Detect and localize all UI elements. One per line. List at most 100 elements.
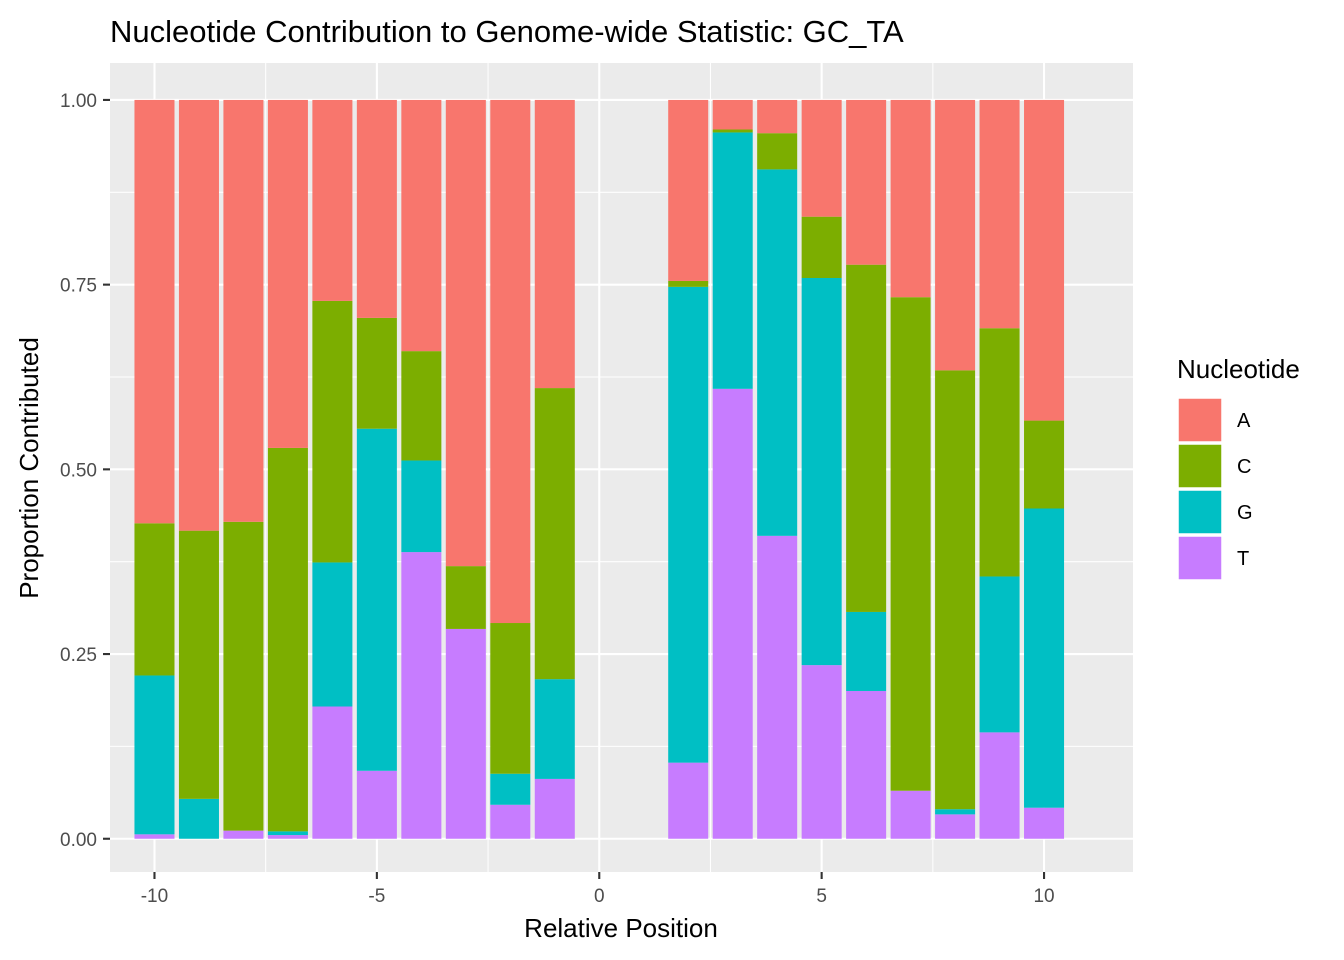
bar-segment-T-pos-10 <box>1024 807 1065 839</box>
x-axis-label: Relative Position <box>524 913 718 943</box>
bar-segment-A-pos-3 <box>712 99 753 130</box>
bar-segment-A-pos-2 <box>668 99 709 281</box>
bar-segment-C-pos--4 <box>401 351 442 461</box>
y-tick-label: 1.00 <box>60 91 97 112</box>
bar-segment-T-pos-4 <box>757 535 798 839</box>
chart-title: Nucleotide Contribution to Genome-wide S… <box>110 14 904 49</box>
bar-segment-C-pos--3 <box>445 566 486 629</box>
bar-segment-G-pos-9 <box>979 576 1020 733</box>
bar-segment-C-pos--7 <box>267 447 308 832</box>
bar-segment-T-pos-8 <box>935 814 976 839</box>
bar-segment-T-pos--1 <box>534 778 575 839</box>
bar-segment-C-pos--10 <box>134 523 175 676</box>
bar-segment-A-pos--4 <box>401 99 442 352</box>
bar-segment-C-pos--8 <box>223 521 264 831</box>
bar-segment-A-pos-6 <box>846 99 887 265</box>
bar-segment-T-pos-3 <box>712 388 753 839</box>
bar-segment-A-pos--6 <box>312 99 353 301</box>
bar-segment-A-pos-8 <box>935 99 976 371</box>
legend-key-C <box>1177 443 1223 489</box>
bar-segment-T-pos--3 <box>445 628 486 839</box>
bar-segment-T-pos--10 <box>134 834 175 839</box>
bar-segment-C-pos-4 <box>757 133 798 170</box>
bar-segment-G-pos--9 <box>178 798 219 839</box>
x-axis: -10 -5 0 5 10 <box>141 872 1055 907</box>
bar-segment-G-pos--4 <box>401 460 442 553</box>
bar-segment-C-pos-2 <box>668 280 709 287</box>
y-tick-label: 0.75 <box>60 276 97 297</box>
bar-segment-C-pos--1 <box>534 388 575 680</box>
legend: Nucleotide A C G T <box>1177 354 1300 581</box>
x-tick-label: 10 <box>1033 886 1054 907</box>
legend-key-A <box>1177 397 1223 443</box>
legend-title: Nucleotide <box>1177 354 1300 384</box>
bar-segment-C-pos-9 <box>979 328 1020 577</box>
legend-key-T <box>1177 535 1223 581</box>
bar-segment-T-pos-2 <box>668 762 709 839</box>
bar-segment-C-pos-5 <box>801 216 842 278</box>
bar-segment-C-pos--2 <box>490 623 531 774</box>
bar-segment-G-pos--10 <box>134 675 175 835</box>
x-tick-label: 0 <box>594 886 605 907</box>
bar-segment-T-pos--6 <box>312 706 353 839</box>
y-tick-label: 0.25 <box>60 645 97 666</box>
bar-segment-C-pos--9 <box>178 530 219 799</box>
legend-key-G <box>1177 489 1223 535</box>
bar-segment-T-pos--4 <box>401 552 442 839</box>
bar-segment-T-pos--7 <box>267 835 308 839</box>
bar-segment-C-pos-7 <box>890 297 931 791</box>
bar-segment-C-pos--5 <box>356 317 397 429</box>
bar-segment-T-pos-5 <box>801 665 842 839</box>
x-tick-label: -10 <box>141 886 168 907</box>
bar-segment-T-pos-6 <box>846 690 887 839</box>
bar-segment-A-pos-4 <box>757 99 798 134</box>
bar-segment-G-pos-3 <box>712 132 753 389</box>
bar-segment-A-pos-10 <box>1024 99 1065 421</box>
bars <box>134 99 1065 839</box>
bar-segment-C-pos--6 <box>312 300 353 563</box>
legend-label-C: C <box>1237 456 1251 478</box>
bar-segment-A-pos--7 <box>267 99 308 448</box>
bar-segment-A-pos--10 <box>134 99 175 524</box>
bar-segment-A-pos--8 <box>223 99 264 522</box>
x-tick-label: 5 <box>816 886 827 907</box>
bar-segment-A-pos--5 <box>356 99 397 318</box>
bar-segment-T-pos--5 <box>356 770 397 839</box>
x-tick-label: -5 <box>368 886 385 907</box>
bar-segment-A-pos-7 <box>890 99 931 298</box>
y-axis-label: Proportion Contributed <box>14 337 44 599</box>
bar-segment-C-pos-8 <box>935 370 976 810</box>
legend-label-A: A <box>1237 410 1251 432</box>
y-axis: 0.00 0.25 0.50 0.75 1.00 <box>60 91 110 851</box>
bar-segment-C-pos-10 <box>1024 420 1065 509</box>
bar-segment-C-pos-6 <box>846 264 887 612</box>
bar-segment-G-pos--5 <box>356 428 397 771</box>
bar-segment-T-pos-7 <box>890 790 931 839</box>
y-tick-label: 0.00 <box>60 830 97 851</box>
bar-segment-A-pos--2 <box>490 99 531 624</box>
legend-label-T: T <box>1237 548 1249 570</box>
bar-segment-A-pos--3 <box>445 99 486 567</box>
bar-segment-G-pos--2 <box>490 773 531 805</box>
bar-segment-A-pos--1 <box>534 99 575 389</box>
bar-segment-G-pos-10 <box>1024 508 1065 808</box>
bar-segment-G-pos--7 <box>267 831 308 836</box>
bar-segment-A-pos-9 <box>979 99 1020 329</box>
bar-segment-G-pos-2 <box>668 286 709 763</box>
bar-segment-G-pos-4 <box>757 169 798 536</box>
bar-segment-G-pos-6 <box>846 611 887 691</box>
bar-segment-G-pos--1 <box>534 679 575 779</box>
bar-segment-C-pos-3 <box>712 129 753 133</box>
bar-segment-G-pos-8 <box>935 809 976 815</box>
bar-segment-A-pos-5 <box>801 99 842 217</box>
legend-label-G: G <box>1237 502 1253 524</box>
bar-segment-T-pos--2 <box>490 804 531 839</box>
bar-segment-G-pos--6 <box>312 562 353 707</box>
bar-segment-A-pos--9 <box>178 99 219 531</box>
bar-segment-T-pos-9 <box>979 732 1020 839</box>
bar-segment-G-pos-5 <box>801 277 842 666</box>
y-tick-label: 0.50 <box>60 460 97 481</box>
bar-segment-T-pos--8 <box>223 830 264 839</box>
